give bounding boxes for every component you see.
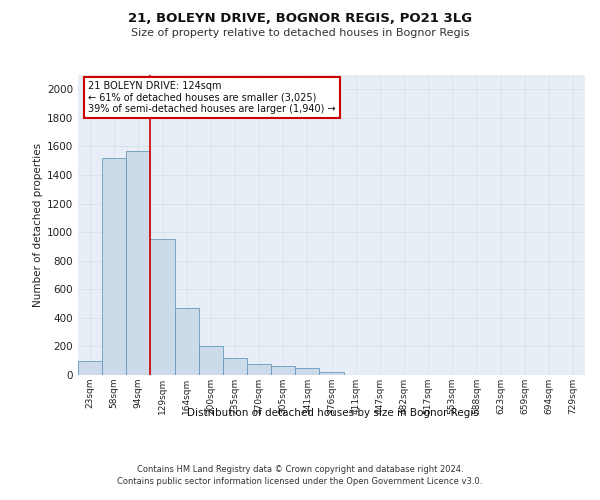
Bar [126,150,151,375]
Bar [78,360,102,375]
Text: Contains public sector information licensed under the Open Government Licence v3: Contains public sector information licen… [118,478,482,486]
Bar [102,158,126,375]
Bar [223,358,247,375]
Text: 21, BOLEYN DRIVE, BOGNOR REGIS, PO21 3LG: 21, BOLEYN DRIVE, BOGNOR REGIS, PO21 3LG [128,12,472,26]
Text: Distribution of detached houses by size in Bognor Regis: Distribution of detached houses by size … [187,408,479,418]
Text: Size of property relative to detached houses in Bognor Regis: Size of property relative to detached ho… [131,28,469,38]
Bar [199,346,223,375]
Text: 21 BOLEYN DRIVE: 124sqm
← 61% of detached houses are smaller (3,025)
39% of semi: 21 BOLEYN DRIVE: 124sqm ← 61% of detache… [88,81,336,114]
Bar [319,372,344,375]
Bar [247,364,271,375]
Y-axis label: Number of detached properties: Number of detached properties [33,143,43,307]
Text: Contains HM Land Registry data © Crown copyright and database right 2024.: Contains HM Land Registry data © Crown c… [137,465,463,474]
Bar [175,308,199,375]
Bar [295,368,319,375]
Bar [151,240,175,375]
Bar [271,366,295,375]
